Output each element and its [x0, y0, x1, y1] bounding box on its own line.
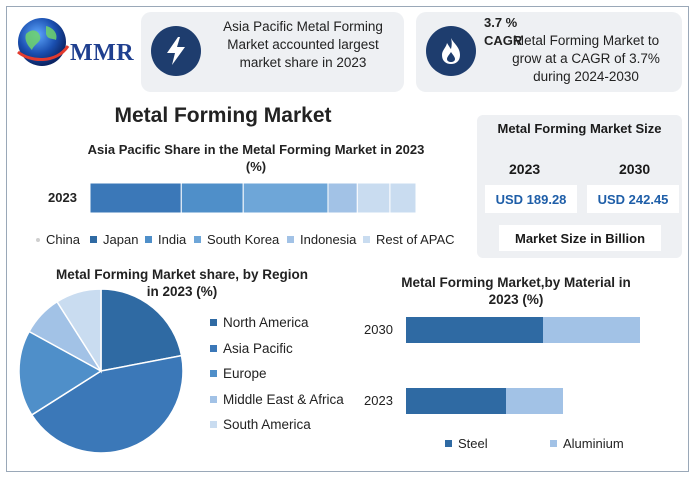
lightning-icon: [151, 26, 201, 76]
legend-swatch: [145, 236, 152, 243]
apac-bar-rest-of-apac: [356, 182, 391, 214]
region-legend-asia-pacific: Asia Pacific: [210, 341, 293, 356]
material-category-2023: 2023: [364, 393, 393, 408]
pie-slice-north-america: [100, 288, 183, 372]
pie-slice-europe: [18, 330, 103, 416]
material-bar-aluminium-2023: [506, 388, 563, 414]
legend-swatch: [445, 440, 452, 447]
legend-label: Steel: [458, 436, 488, 451]
card2-line1: Metal Forming Market to: [512, 33, 660, 48]
legend-label: South Korea: [207, 232, 280, 247]
market-size-title: Metal Forming Market Size: [497, 121, 662, 136]
card1-line3: market share in 2023: [239, 55, 367, 70]
legend-label: Europe: [223, 366, 267, 381]
region-legend-north-america: North America: [210, 315, 309, 330]
apac-legend-indonesia: Indonesia: [287, 232, 356, 247]
size-value-2030: USD 242.45: [587, 185, 679, 213]
material-bar-steel-2030: [406, 317, 543, 343]
pie-slice-south-america: [56, 288, 102, 374]
legend-label: Aluminium: [563, 436, 624, 451]
region-chart-title-unit: in 2023 (%): [146, 284, 218, 299]
material-legend-aluminium: Aluminium: [550, 436, 624, 451]
fact-card-cagr: 3.7 % CAGR Metal Forming Market to grow …: [416, 12, 682, 92]
legend-swatch: [36, 237, 40, 242]
flame-icon: [426, 26, 476, 76]
mmr-logo: MMR: [12, 12, 140, 74]
legend-swatch: [194, 236, 201, 243]
legend-label: Indonesia: [300, 232, 357, 247]
legend-label: India: [158, 232, 187, 247]
legend-swatch: [287, 236, 294, 243]
region-chart-title: Metal Forming Market share, by Region: [55, 267, 309, 282]
legend-label: Asia Pacific: [223, 340, 293, 356]
apac-legend-india: India: [145, 232, 186, 247]
apac-stacked-bar: [89, 182, 417, 214]
apac-bar-indonesia: [327, 182, 358, 214]
apac-bar-extra: [389, 182, 417, 214]
apac-chart-title: Asia Pacific Share in the Metal Forming …: [87, 142, 425, 157]
main-title: Metal Forming Market: [114, 104, 332, 127]
apac-bar-south-korea: [242, 182, 329, 214]
size-value-2023: USD 189.28: [485, 185, 577, 213]
region-legend-europe: Europe: [210, 366, 267, 381]
market-size-panel: Metal Forming Market Size 2023 2030 USD …: [477, 115, 682, 258]
apac-legend-rest-of-apac: Rest of APAC: [363, 232, 455, 247]
legend-label: China: [46, 232, 80, 247]
legend-swatch: [210, 421, 217, 428]
apac-bar-japan: [89, 182, 182, 214]
apac-legend-japan: Japan: [90, 232, 138, 247]
legend-swatch: [210, 395, 217, 403]
pie-slice-asia-pacific: [30, 354, 184, 454]
globe-icon: [17, 18, 70, 66]
apac-legend-south-korea: South Korea: [194, 232, 279, 247]
region-legend-middle-east-africa: Middle East & Africa: [210, 392, 344, 407]
legend-label: North America: [223, 315, 309, 330]
cagr-headline: 3.7 % CAGR: [484, 15, 523, 48]
region-pie-chart: [18, 288, 184, 454]
legend-label: South America: [223, 417, 311, 432]
legend-label: Middle East & Africa: [223, 391, 344, 407]
card1-line2: Market accounted largest: [227, 37, 379, 52]
legend-label: Rest of APAC: [376, 232, 455, 247]
material-bar-steel-2023: [406, 388, 506, 414]
legend-swatch: [210, 344, 217, 352]
card1-line1: Asia Pacific Metal Forming: [223, 19, 383, 34]
legend-swatch: [550, 440, 557, 447]
apac-legend-china: China: [36, 232, 80, 247]
legend-swatch: [210, 370, 217, 377]
size-year-2030: 2030: [619, 161, 651, 177]
material-chart-title: Metal Forming Market,by Material in: [401, 275, 631, 290]
material-legend-steel: Steel: [445, 436, 488, 451]
size-year-2023: 2023: [509, 161, 541, 177]
material-chart-title-unit: 2023 (%): [488, 292, 544, 307]
legend-swatch: [363, 236, 370, 243]
card2-line3: during 2024-2030: [533, 69, 639, 84]
market-size-footer: Market Size in Billion: [499, 225, 661, 251]
logo-text: MMR: [70, 40, 135, 66]
card2-line2: grow at a CAGR of 3.7%: [512, 51, 660, 66]
apac-bar-india: [180, 182, 244, 214]
region-legend-south-america: South America: [210, 417, 311, 432]
material-stacked-bars: [406, 317, 640, 414]
legend-label: Japan: [103, 232, 139, 247]
fact-card-asia-pacific: Asia Pacific Metal Forming Market accoun…: [141, 12, 404, 92]
legend-swatch: [210, 319, 217, 326]
apac-category-label: 2023: [48, 190, 77, 205]
material-bar-aluminium-2030: [543, 317, 640, 343]
legend-swatch: [90, 236, 97, 243]
apac-chart-title-unit: (%): [245, 159, 267, 174]
material-category-2030: 2030: [364, 322, 393, 337]
